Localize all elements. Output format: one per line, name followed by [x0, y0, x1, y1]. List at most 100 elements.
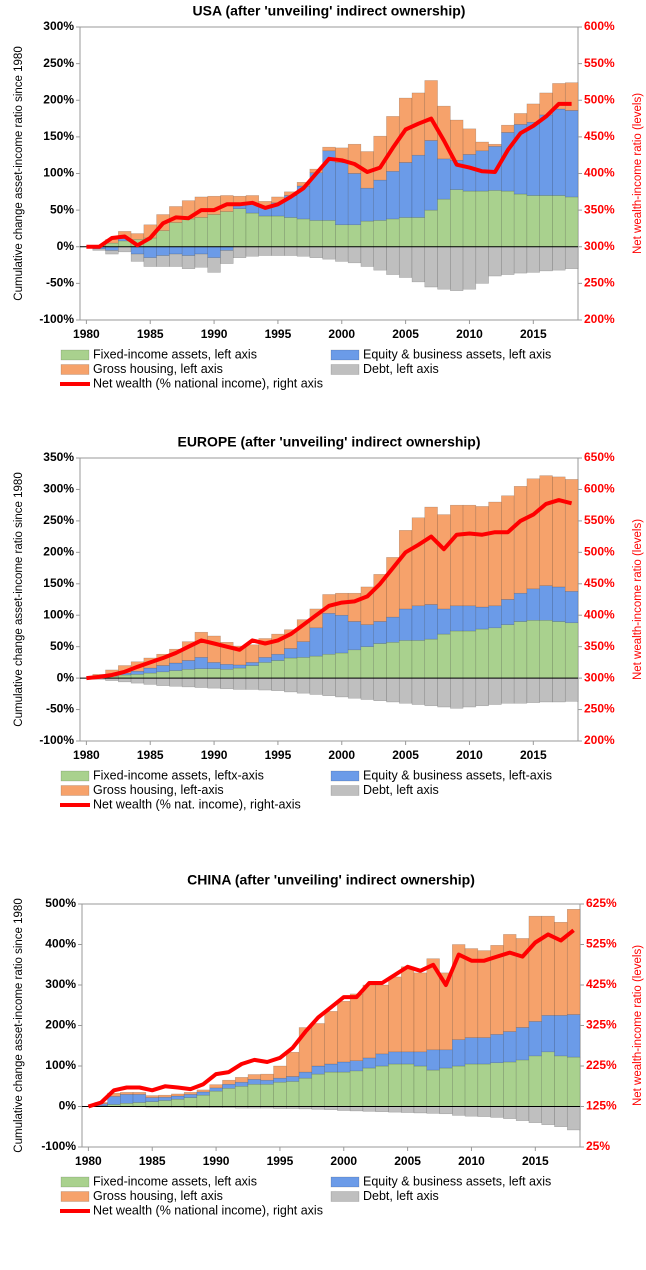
bar	[477, 1037, 491, 1065]
chart-title: CHINA (after 'unveiling' indirect owners…	[187, 872, 475, 888]
bar	[298, 1071, 313, 1079]
bar	[360, 646, 374, 679]
bar	[322, 613, 336, 655]
bar	[220, 677, 234, 690]
y-tick-label: 50%	[50, 639, 74, 653]
y2-tick-label: 350%	[584, 202, 615, 216]
y-tick-label: 0%	[59, 1099, 77, 1113]
x-tick-label: 2005	[394, 1154, 421, 1168]
bar	[452, 1065, 466, 1107]
y-tick-label: 500%	[45, 896, 76, 910]
bar	[349, 993, 364, 1061]
bar	[130, 670, 145, 675]
bar	[564, 622, 579, 679]
bar	[439, 1067, 453, 1107]
bar	[464, 1063, 479, 1107]
bar	[169, 246, 183, 255]
bar	[132, 1092, 147, 1095]
bar	[513, 621, 528, 679]
bar	[245, 662, 260, 666]
bar	[386, 677, 400, 703]
bar	[245, 665, 260, 679]
x-tick-label: 2005	[392, 327, 419, 341]
bar	[169, 670, 183, 679]
y2-tick-label: 525%	[586, 937, 617, 951]
bar	[273, 1077, 287, 1083]
bar	[156, 255, 170, 267]
bar	[324, 1071, 338, 1107]
bar	[552, 195, 566, 248]
bar	[284, 246, 298, 256]
bar	[450, 630, 464, 679]
bar	[552, 621, 566, 679]
bar	[375, 1106, 389, 1113]
x-tick-label: 1995	[265, 748, 292, 762]
bar	[528, 1106, 542, 1123]
bar	[322, 246, 336, 260]
x-tick-label: 1985	[137, 748, 164, 762]
bar	[475, 677, 489, 707]
y2-tick-label: 625%	[586, 896, 617, 910]
bar	[437, 198, 451, 247]
bar	[488, 605, 502, 629]
bar	[362, 1106, 376, 1112]
bar	[513, 677, 528, 704]
bar	[207, 662, 221, 669]
bar	[501, 190, 515, 247]
bar	[209, 1084, 223, 1089]
bar	[411, 677, 426, 705]
bar	[437, 246, 451, 290]
y2-axis-label: Net wealth-income ratio (levels)	[632, 93, 644, 254]
bar	[158, 1096, 172, 1101]
bar	[413, 1065, 428, 1107]
bar	[258, 662, 272, 679]
bar	[424, 638, 438, 679]
y2-tick-label: 600%	[584, 482, 615, 496]
bar	[386, 171, 400, 220]
y-tick-label: 300%	[43, 19, 74, 33]
bar	[426, 1049, 440, 1071]
y-axis-label: Cumulative change asset-income ratio sin…	[13, 898, 25, 1152]
chart-title: USA (after 'unveiling' indirect ownershi…	[193, 3, 466, 19]
bar	[169, 222, 183, 247]
bar	[296, 641, 311, 658]
bar	[247, 1074, 262, 1080]
bar	[488, 190, 502, 248]
bar	[526, 620, 540, 679]
bar	[347, 621, 362, 651]
bar	[260, 1073, 274, 1081]
bar	[207, 668, 221, 679]
bar	[207, 214, 221, 248]
bar	[424, 80, 438, 141]
bar	[347, 173, 362, 226]
bar	[503, 1031, 517, 1063]
bar	[156, 246, 170, 256]
bar	[400, 1051, 415, 1065]
bar	[475, 606, 489, 630]
bar	[373, 643, 387, 679]
bar	[513, 246, 528, 274]
bar	[258, 215, 272, 247]
bar	[424, 246, 438, 288]
bar	[181, 669, 196, 679]
bar	[234, 1077, 249, 1083]
x-tick-label: 1990	[203, 1154, 230, 1168]
bar	[477, 950, 491, 1038]
bar	[475, 141, 489, 152]
bar	[437, 608, 451, 635]
bar	[284, 217, 298, 247]
bar	[426, 1069, 440, 1107]
bar	[349, 1070, 364, 1107]
legend-label: Debt, left axis	[363, 783, 439, 797]
bar	[528, 1021, 542, 1057]
bar	[413, 972, 428, 1053]
bar	[309, 677, 323, 695]
bar	[450, 119, 464, 161]
bar	[411, 246, 426, 283]
x-tick-label: 2005	[392, 748, 419, 762]
y2-tick-label: 550%	[584, 56, 615, 70]
bar	[220, 669, 234, 679]
bar	[234, 1081, 249, 1087]
y2-tick-label: 250%	[584, 276, 615, 290]
bar	[462, 677, 477, 708]
